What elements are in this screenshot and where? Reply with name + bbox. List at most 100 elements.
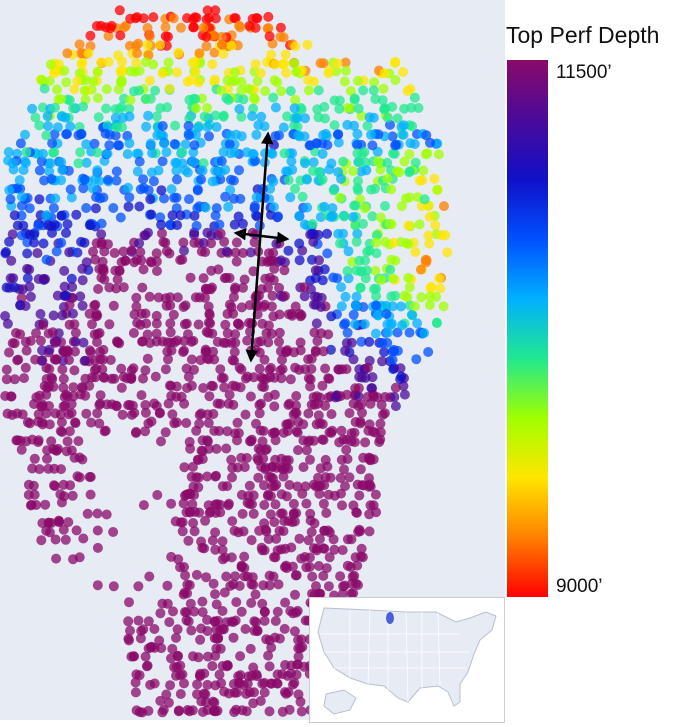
well-point — [18, 220, 29, 231]
well-point — [184, 113, 195, 124]
well-point — [131, 58, 142, 69]
well-point — [189, 237, 200, 248]
well-point — [403, 272, 414, 283]
well-point — [113, 84, 124, 95]
well-point — [92, 508, 103, 519]
well-point — [312, 543, 323, 554]
well-point — [406, 309, 417, 320]
well-point — [257, 598, 268, 609]
well-point — [290, 407, 301, 418]
well-point — [235, 382, 246, 393]
well-point — [202, 5, 213, 16]
well-point — [181, 363, 192, 374]
well-point — [171, 632, 181, 643]
well-point — [279, 265, 290, 276]
well-point — [126, 365, 137, 376]
well-point — [141, 121, 152, 132]
well-point — [323, 581, 334, 592]
well-point — [84, 220, 95, 231]
well-point — [275, 508, 286, 519]
well-point — [324, 373, 335, 384]
well-point — [224, 139, 235, 150]
well-point — [180, 607, 190, 617]
well-point — [366, 129, 377, 140]
well-point — [60, 534, 71, 545]
well-point — [69, 365, 80, 376]
well-point — [58, 524, 69, 535]
well-point — [387, 131, 398, 142]
well-point — [58, 373, 69, 384]
well-point — [307, 228, 318, 239]
well-point — [15, 183, 26, 194]
well-point — [49, 463, 60, 474]
well-point — [365, 453, 376, 464]
well-point — [351, 291, 362, 302]
well-point — [397, 320, 408, 331]
well-point — [258, 426, 269, 436]
well-point — [359, 319, 370, 330]
well-point — [141, 318, 152, 329]
well-point — [151, 318, 162, 329]
well-point — [266, 49, 277, 60]
well-point — [325, 472, 336, 483]
well-point — [175, 210, 186, 221]
well-point — [219, 587, 230, 598]
well-point — [227, 516, 238, 527]
well-point — [123, 616, 134, 627]
well-point — [20, 129, 30, 140]
well-point — [64, 426, 75, 437]
well-point — [26, 499, 37, 510]
well-point — [384, 218, 395, 229]
well-point — [148, 12, 159, 23]
well-point — [194, 48, 205, 59]
well-point — [209, 74, 220, 85]
well-point — [56, 417, 67, 428]
well-point — [74, 39, 85, 50]
well-point — [326, 158, 337, 169]
well-point — [277, 354, 287, 365]
well-point — [92, 165, 103, 176]
well-point — [244, 480, 255, 491]
well-point — [214, 426, 225, 436]
well-map[interactable] — [0, 0, 505, 720]
well-point — [365, 500, 376, 511]
well-point — [201, 41, 212, 52]
well-point — [115, 212, 126, 223]
well-point — [438, 301, 449, 312]
well-point — [159, 193, 169, 204]
well-point — [249, 625, 260, 636]
well-point — [409, 92, 420, 103]
well-point — [350, 200, 361, 211]
well-point — [219, 236, 230, 247]
well-point — [278, 32, 289, 43]
well-point — [398, 129, 409, 140]
well-point — [36, 74, 47, 85]
well-point — [318, 498, 329, 509]
well-point — [353, 391, 364, 402]
well-point — [6, 391, 17, 402]
well-point — [289, 58, 300, 69]
well-point — [232, 435, 242, 446]
well-point — [77, 275, 88, 286]
well-point — [79, 355, 90, 366]
well-point — [158, 237, 169, 247]
well-point — [157, 68, 168, 79]
well-point — [202, 651, 213, 662]
well-point — [299, 661, 310, 672]
well-point — [14, 175, 25, 186]
well-point — [219, 382, 230, 393]
well-point — [328, 534, 339, 545]
well-point — [420, 149, 431, 160]
well-point — [65, 184, 76, 195]
well-point — [367, 140, 378, 151]
well-point — [118, 246, 129, 257]
well-point — [79, 174, 90, 185]
well-point — [201, 572, 212, 583]
well-point — [184, 506, 195, 517]
well-point — [160, 293, 171, 304]
well-point — [179, 398, 190, 409]
well-point — [191, 220, 202, 231]
well-point — [168, 309, 179, 320]
well-point — [78, 533, 89, 544]
well-point — [376, 275, 387, 286]
